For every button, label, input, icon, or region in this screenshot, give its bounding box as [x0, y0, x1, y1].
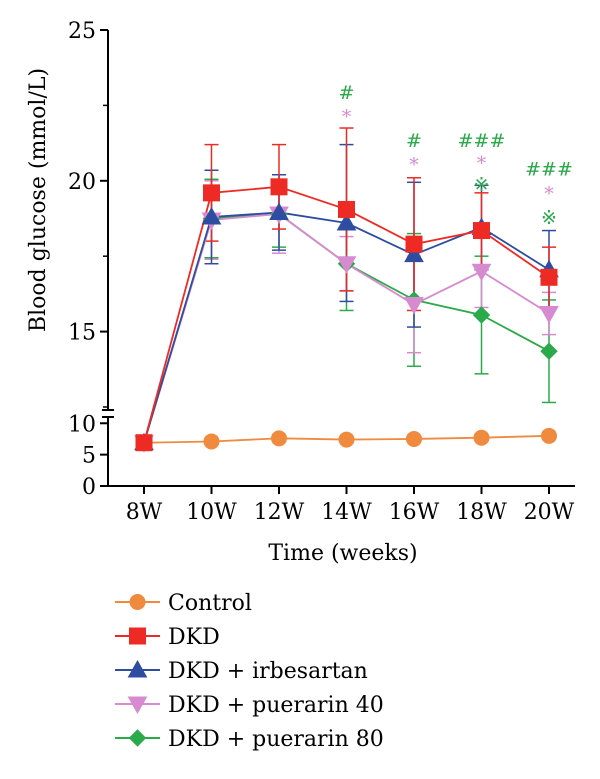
point-dkd-puerarin-80-20w	[540, 342, 558, 360]
annotation-18w-6: ※	[474, 174, 490, 196]
annotation-20w-9: ※	[541, 207, 557, 229]
annotation-20w-8: *	[544, 183, 554, 205]
x-tick-label-12w: 12W	[254, 500, 305, 525]
y-tick-label-5: 5	[82, 444, 96, 469]
legend: Control DKD DKD + irbesartan DKD + puerarin…	[115, 591, 384, 752]
series-markers	[134, 178, 559, 453]
y-tick-label-25: 25	[68, 19, 96, 44]
error-bars	[204, 127, 556, 404]
point-dkd-10w	[203, 184, 220, 202]
significance-annotations: #*#*###*※###*※	[339, 82, 573, 229]
y-tick-label-10: 10	[68, 412, 96, 437]
point-dkd-16w	[405, 235, 423, 253]
point-dkd-puerarin-40-14w	[336, 256, 357, 274]
point-control-16w	[406, 430, 422, 447]
annotation-14w-1: *	[342, 106, 352, 128]
point-dkd-puerarin-80-18w	[472, 306, 491, 324]
point-dkd-puerarin-40-16w	[404, 296, 424, 315]
point-dkd-18w	[473, 222, 490, 240]
legend-label-dkd-puerarin-40: DKD + puerarin 40	[168, 693, 384, 718]
point-dkd-puerarin-40-18w	[471, 263, 492, 282]
legend-label-dkd-puerarin-80: DKD + puerarin 80	[168, 727, 384, 752]
point-dkd-puerarin-40-20w	[539, 305, 559, 324]
point-control-20w	[541, 427, 557, 444]
legend-marker-dkd-puerarin-40	[127, 696, 148, 715]
annotation-16w-3: *	[409, 154, 419, 176]
x-tick-label-18w: 18W	[456, 500, 507, 525]
y-tick-label-15: 15	[68, 321, 96, 346]
legend-label-control: Control	[168, 591, 252, 616]
annotation-16w-2: #	[406, 130, 422, 152]
x-tick-label-16w: 16W	[389, 500, 440, 525]
x-axis-title: Time (weeks)	[268, 541, 417, 566]
legend-marker-dkd	[129, 627, 146, 645]
point-dkd-14w	[338, 200, 355, 218]
x-tick-label-8w: 8W	[126, 500, 163, 525]
annotation-18w-4: ###	[458, 130, 506, 152]
y-axis-title: Blood glucose (mmol/L)	[26, 68, 51, 332]
point-control-12w	[271, 430, 287, 447]
point-dkd-irbesartan-10w	[201, 206, 222, 225]
legend-marker-dkd-irbesartan	[127, 659, 148, 678]
y-tick-label-20: 20	[68, 170, 96, 195]
point-control-14w	[338, 431, 355, 448]
legend-marker-dkd-puerarin-80	[128, 729, 147, 747]
annotation-20w-7: ###	[525, 159, 573, 181]
point-dkd-12w	[270, 178, 288, 196]
axes: 15 20 25 0 5 10 8W 10W 12W 14W 16W 18W 20W	[68, 19, 575, 525]
annotation-18w-5: *	[477, 153, 487, 175]
x-tick-label-10w: 10W	[186, 500, 237, 525]
legend-marker-control	[129, 594, 146, 610]
x-tick-label-14w: 14W	[321, 500, 372, 525]
point-dkd-8w	[135, 434, 153, 452]
point-dkd-irbesartan-14w	[336, 212, 357, 231]
point-dkd-irbesartan-16w	[404, 244, 424, 263]
point-control-18w	[473, 429, 490, 446]
point-control-10w	[203, 433, 220, 450]
point-dkd-20w	[540, 268, 558, 286]
legend-label-dkd-irbesartan: DKD + irbesartan	[168, 659, 368, 684]
legend-label-dkd: DKD	[168, 625, 220, 650]
y-tick-label-0: 0	[82, 475, 96, 500]
x-tick-label-20w: 20W	[524, 500, 575, 525]
annotation-14w-0: #	[339, 82, 355, 104]
point-dkd-irbesartan-12w	[269, 202, 289, 220]
